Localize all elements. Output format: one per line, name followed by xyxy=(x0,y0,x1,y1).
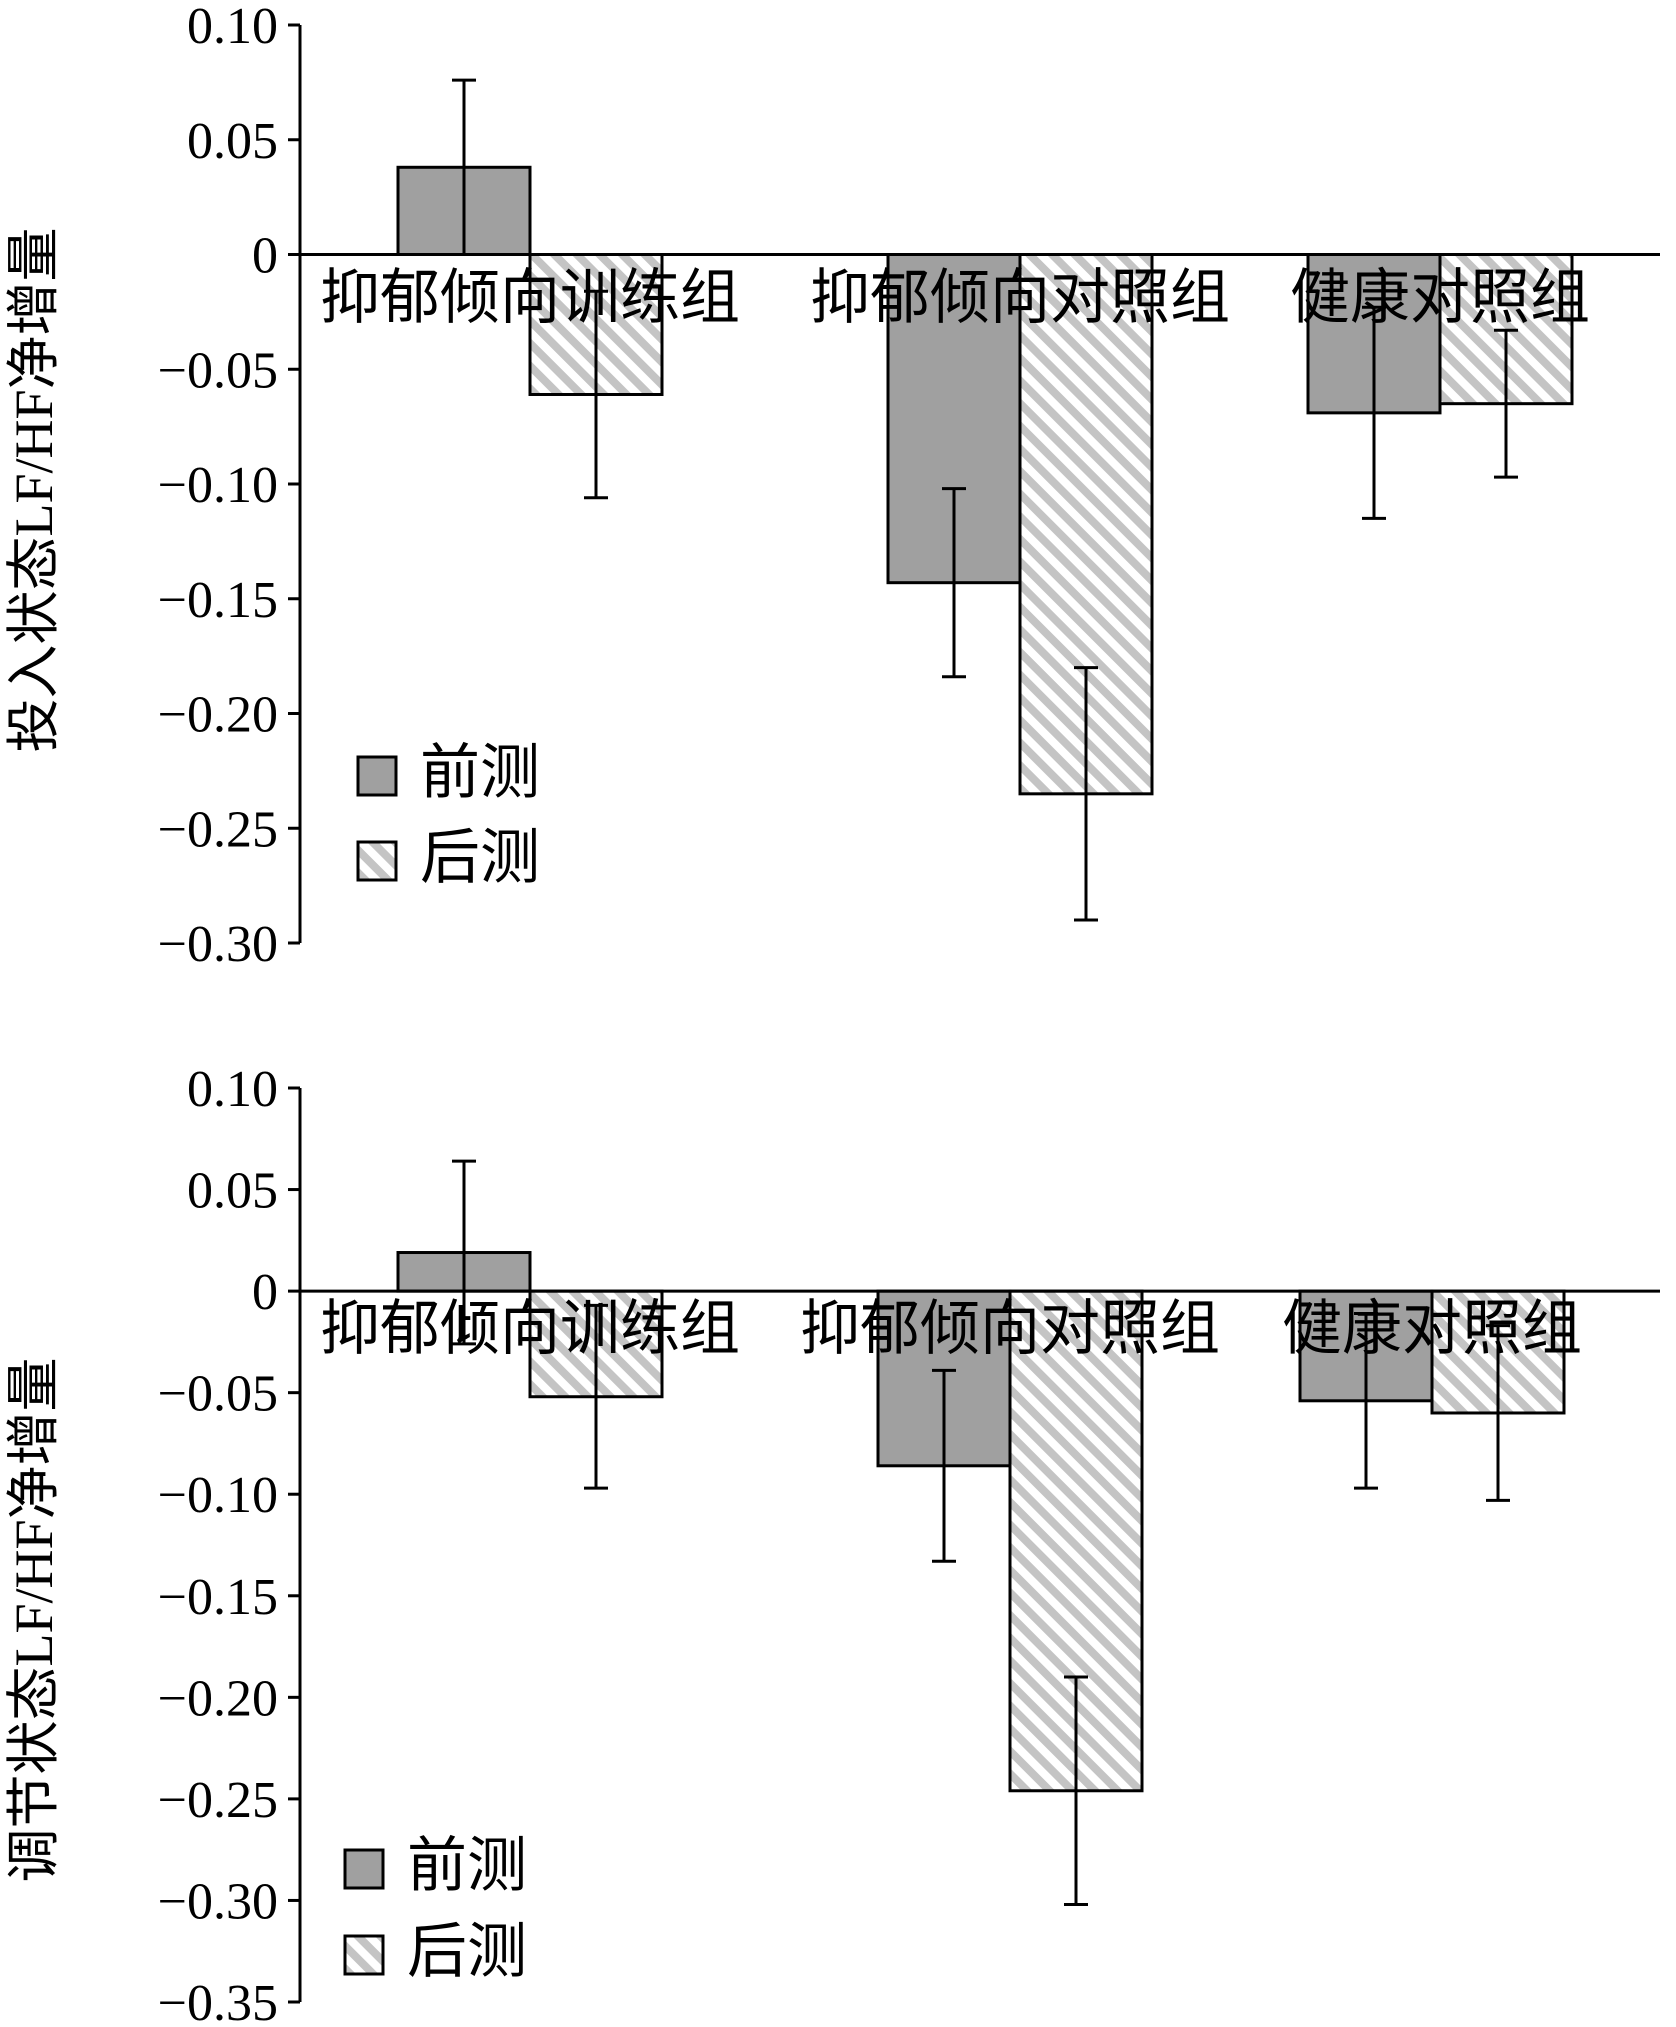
y-axis-title: 调节状态LF/HF净增量 xyxy=(4,1357,64,1882)
y-tick-label: −0.20 xyxy=(158,1670,278,1727)
y-axis-title: 投入状态LF/HF净增量 xyxy=(4,227,64,752)
y-tick-label: −0.05 xyxy=(158,1366,278,1423)
y-tick-label: 0.05 xyxy=(187,1163,278,1220)
error-bar-pre-1 xyxy=(452,1159,476,1346)
y-tick-label: 0.10 xyxy=(187,0,278,55)
y-tick-label: 0 xyxy=(252,1264,278,1321)
error-bar-post-2 xyxy=(1064,1675,1088,1907)
error-bar-pre-3 xyxy=(1362,305,1386,520)
y-tick-label: −0.30 xyxy=(158,1873,278,1930)
legend-swatch-pre xyxy=(356,755,398,797)
y-tick-label: −0.05 xyxy=(158,342,278,399)
y-tick-label: 0 xyxy=(252,228,278,285)
legend-swatch-pre xyxy=(343,1848,385,1890)
error-bar-pre-1 xyxy=(452,78,476,256)
legend-label: 前测 xyxy=(420,740,540,806)
y-tick-label: −0.30 xyxy=(158,916,278,973)
error-bar-post-3 xyxy=(1486,1324,1510,1502)
legend-swatch-post xyxy=(356,840,398,882)
y-tick-label: 0.10 xyxy=(187,1061,278,1118)
category-label: 抑郁倾向训练组 xyxy=(320,1296,740,1362)
category-label: 健康对照组 xyxy=(1290,265,1590,331)
chart-panel-1: 0.10 0.05 0 −0.05 −0.10 −0.15 −0.20 −0.25 −0.30 投… xyxy=(4,0,1660,973)
error-bar-post-1 xyxy=(584,289,608,500)
chart-panel-2: 0.10 0.05 0 −0.05 −0.10 −0.15 −0.20 −0.25 −0.30 −… xyxy=(4,1061,1660,2027)
legend-label: 前测 xyxy=(407,1833,527,1899)
y-tick-label: −0.25 xyxy=(158,1772,278,1829)
y-tick-label: 0.05 xyxy=(187,113,278,170)
y-tick-label: −0.25 xyxy=(158,801,278,858)
y-tick-label: −0.35 xyxy=(158,1975,278,2022)
y-tick-label: −0.10 xyxy=(158,457,278,514)
category-label: 抑郁倾向训练组 xyxy=(320,265,740,331)
category-label: 健康对照组 xyxy=(1282,1296,1582,1362)
error-bar-post-3 xyxy=(1494,328,1518,479)
y-tick-label: −0.15 xyxy=(158,572,278,629)
legend-label: 后测 xyxy=(420,825,540,891)
category-label: 抑郁倾向对照组 xyxy=(800,1296,1220,1362)
y-tick-label: −0.15 xyxy=(158,1569,278,1626)
error-bar-pre-2 xyxy=(932,1368,956,1563)
error-bar-pre-3 xyxy=(1354,1311,1378,1490)
y-tick-label: −0.10 xyxy=(158,1467,278,1524)
error-bar-post-2 xyxy=(1074,666,1098,922)
y-tick-label: −0.20 xyxy=(158,687,278,744)
legend-swatch-post xyxy=(343,1934,385,1976)
category-label: 抑郁倾向对照组 xyxy=(810,265,1230,331)
error-bar-pre-2 xyxy=(942,487,966,679)
legend-label: 后测 xyxy=(407,1919,527,1985)
error-bar-post-1 xyxy=(584,1303,608,1490)
